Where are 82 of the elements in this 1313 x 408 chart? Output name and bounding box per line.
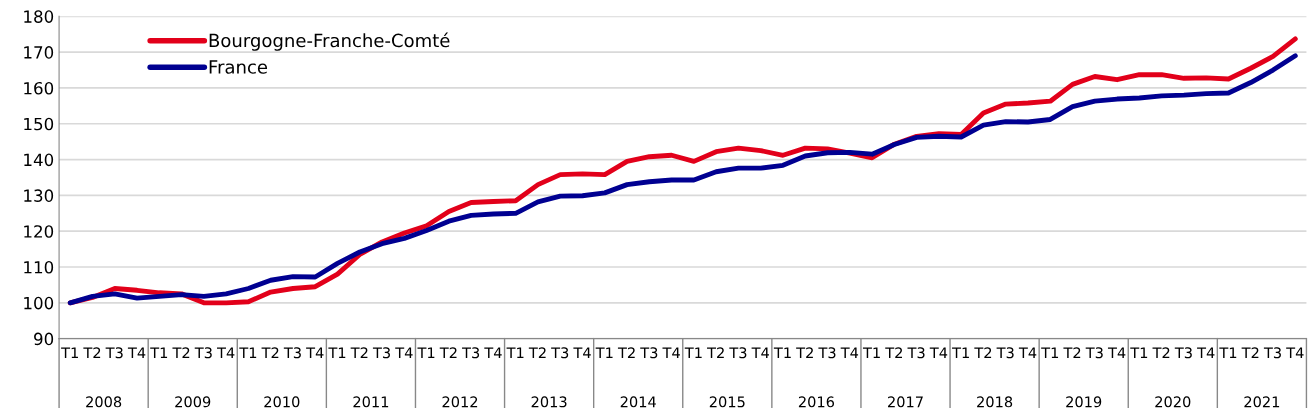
x-tick-label: T2 bbox=[350, 347, 368, 359]
x-tick-label: T4 bbox=[751, 347, 769, 359]
x-tick-label: T2 bbox=[974, 347, 992, 359]
x-tick-label: T1 bbox=[684, 347, 702, 359]
x-tick-label: T3 bbox=[1174, 347, 1192, 359]
x-tick-label: T4 bbox=[395, 347, 413, 359]
x-tick-label: T4 bbox=[1107, 347, 1126, 359]
x-tick-label: T3 bbox=[1263, 347, 1281, 359]
x-tick-label: T1 bbox=[1219, 347, 1237, 359]
text: 2016 bbox=[798, 396, 835, 408]
x-tick-label: T1 bbox=[1130, 347, 1148, 359]
x-tick-label: T1 bbox=[595, 347, 613, 359]
x-tick-label: T2 bbox=[439, 347, 457, 359]
y-tick-label: 180 bbox=[24, 10, 54, 23]
y-tick-label: 90 bbox=[34, 332, 54, 346]
x-tick-label: T2 bbox=[83, 347, 101, 359]
y-tick-label: 100 bbox=[24, 296, 54, 310]
x-tick-label: T3 bbox=[283, 347, 301, 359]
legend-label: Bourgogne-Franche-Comté bbox=[209, 32, 450, 51]
x-tick-label: T4 bbox=[484, 347, 502, 359]
x-tick-label: T1 bbox=[952, 347, 969, 359]
text: 2011 bbox=[353, 396, 389, 408]
x-tick-label: T1 bbox=[239, 347, 257, 359]
x-tick-label: T1 bbox=[773, 347, 791, 359]
text: 2008 bbox=[86, 396, 122, 408]
x-tick-label: T4 bbox=[127, 347, 146, 359]
text: 2012 bbox=[442, 396, 478, 408]
x-tick-label: T4 bbox=[840, 347, 859, 359]
x-tick-label: T4 bbox=[662, 347, 680, 359]
x-tick-label: T3 bbox=[818, 347, 836, 359]
x-tick-label: T2 bbox=[1063, 347, 1081, 359]
y-tick-label: 150 bbox=[24, 117, 54, 131]
x-tick-label: T2 bbox=[1152, 347, 1170, 359]
x-tick-label: T4 bbox=[573, 347, 591, 359]
x-tick-label: T4 bbox=[929, 347, 948, 359]
x-tick-label: T3 bbox=[1085, 347, 1103, 359]
text: 2019 bbox=[1066, 396, 1102, 408]
x-tick-label: T3 bbox=[551, 347, 569, 359]
x-tick-label: T2 bbox=[796, 347, 813, 359]
x-tick-label: T3 bbox=[729, 347, 747, 359]
x-tick-label: T3 bbox=[996, 347, 1014, 359]
x-tick-label: T4 bbox=[217, 347, 235, 359]
y-tick-label: 130 bbox=[24, 189, 54, 202]
legend-label: France bbox=[209, 60, 268, 74]
x-tick-label: T3 bbox=[105, 347, 123, 359]
x-tick-label: T3 bbox=[372, 347, 390, 359]
x-tick-label: T1 bbox=[862, 347, 880, 359]
x-tick-label: T2 bbox=[261, 347, 279, 359]
x-tick-label: T4 bbox=[1286, 347, 1304, 359]
text: 2015 bbox=[709, 396, 745, 408]
text: 2013 bbox=[531, 396, 567, 408]
x-tick-label: T1 bbox=[328, 347, 346, 359]
x-tick-label: T1 bbox=[150, 347, 168, 359]
x-tick-label: T2 bbox=[707, 347, 724, 359]
text: 2017 bbox=[888, 396, 923, 408]
x-tick-label: T2 bbox=[172, 347, 190, 359]
x-tick-label: T4 bbox=[1197, 347, 1215, 359]
y-tick-label: 110 bbox=[24, 260, 54, 274]
x-tick-label: T1 bbox=[1041, 347, 1059, 359]
x-tick-label: T4 bbox=[306, 347, 324, 359]
x-tick-label: T3 bbox=[640, 347, 658, 359]
y-tick-label: 160 bbox=[24, 81, 54, 95]
y-tick-label: 170 bbox=[24, 46, 54, 59]
text: 2009 bbox=[175, 396, 211, 408]
text: 2020 bbox=[1155, 396, 1191, 408]
x-tick-label: T1 bbox=[61, 347, 78, 359]
x-tick-label: T4 bbox=[1018, 347, 1037, 359]
x-tick-label: T1 bbox=[417, 347, 435, 359]
text: 2018 bbox=[977, 396, 1013, 408]
x-tick-label: T1 bbox=[506, 347, 524, 359]
y-tick-label: 140 bbox=[24, 153, 54, 167]
x-tick-label: T2 bbox=[1241, 347, 1259, 359]
text: 2014 bbox=[620, 396, 656, 408]
y-tick-label: 120 bbox=[24, 225, 54, 238]
x-tick-label: T2 bbox=[528, 347, 546, 359]
x-tick-label: T3 bbox=[194, 347, 212, 359]
text: 2010 bbox=[264, 396, 300, 408]
x-tick-label: T2 bbox=[885, 347, 902, 359]
text: 2021 bbox=[1244, 396, 1280, 408]
x-tick-label: T3 bbox=[462, 347, 480, 359]
x-tick-label: T3 bbox=[907, 347, 925, 359]
x-tick-label: T2 bbox=[617, 347, 635, 359]
